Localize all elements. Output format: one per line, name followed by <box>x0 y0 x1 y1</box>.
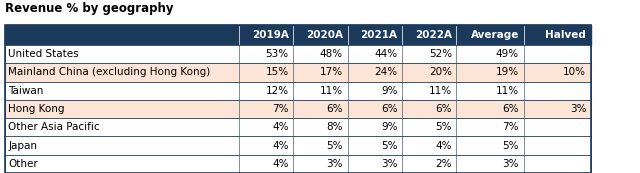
Bar <box>5 25 239 45</box>
Text: 11%: 11% <box>429 86 452 96</box>
Text: 4%: 4% <box>272 122 289 132</box>
Text: 9%: 9% <box>381 122 397 132</box>
Text: 2022A: 2022A <box>415 30 452 40</box>
Text: 20%: 20% <box>429 67 452 77</box>
Text: 19%: 19% <box>496 67 519 77</box>
Text: 4%: 4% <box>435 141 452 151</box>
Text: 49%: 49% <box>496 49 519 59</box>
Text: 11%: 11% <box>320 86 343 96</box>
Bar <box>5 136 591 155</box>
Text: 6%: 6% <box>326 104 343 114</box>
Text: 2020A: 2020A <box>306 30 343 40</box>
Bar <box>456 25 524 45</box>
Bar <box>5 155 591 173</box>
Bar <box>5 25 591 45</box>
Text: Hong Kong: Hong Kong <box>8 104 65 114</box>
Text: 24%: 24% <box>374 67 397 77</box>
Text: 3%: 3% <box>570 104 586 114</box>
Bar <box>5 136 591 155</box>
Text: 5%: 5% <box>435 122 452 132</box>
Text: Taiwan: Taiwan <box>8 86 44 96</box>
Bar <box>5 118 591 136</box>
Text: 2019A: 2019A <box>252 30 289 40</box>
Bar <box>239 25 293 45</box>
Text: 44%: 44% <box>374 49 397 59</box>
Text: 52%: 52% <box>429 49 452 59</box>
Text: 6%: 6% <box>381 104 397 114</box>
Text: 2%: 2% <box>435 159 452 169</box>
Bar <box>5 118 591 136</box>
Text: 3%: 3% <box>502 159 519 169</box>
Bar <box>524 25 591 45</box>
Text: 5%: 5% <box>326 141 343 151</box>
Text: 2021A: 2021A <box>360 30 397 40</box>
Bar <box>5 100 591 118</box>
Text: 5%: 5% <box>502 141 519 151</box>
Text: 9%: 9% <box>381 86 397 96</box>
Bar <box>5 63 591 81</box>
Bar <box>293 25 348 45</box>
Text: 5%: 5% <box>381 141 397 151</box>
Bar <box>5 25 591 173</box>
Bar <box>5 45 591 63</box>
Text: 48%: 48% <box>320 49 343 59</box>
Text: 15%: 15% <box>266 67 289 77</box>
Text: 6%: 6% <box>435 104 452 114</box>
Bar <box>5 63 591 81</box>
Text: 6%: 6% <box>502 104 519 114</box>
Text: 12%: 12% <box>266 86 289 96</box>
Text: 10%: 10% <box>563 67 586 77</box>
Bar <box>5 81 591 100</box>
Text: 7%: 7% <box>502 122 519 132</box>
Bar <box>5 45 591 63</box>
Text: Average: Average <box>470 30 519 40</box>
Bar <box>402 25 456 45</box>
Text: 11%: 11% <box>496 86 519 96</box>
Text: Revenue % by geography: Revenue % by geography <box>5 2 173 15</box>
Text: Other Asia Pacific: Other Asia Pacific <box>8 122 100 132</box>
Text: 8%: 8% <box>326 122 343 132</box>
Text: Japan: Japan <box>8 141 37 151</box>
Text: Mainland China (excluding Hong Kong): Mainland China (excluding Hong Kong) <box>8 67 211 77</box>
Text: 4%: 4% <box>272 159 289 169</box>
Text: 17%: 17% <box>320 67 343 77</box>
Text: 3%: 3% <box>326 159 343 169</box>
Text: 3%: 3% <box>381 159 397 169</box>
Text: United States: United States <box>8 49 79 59</box>
Bar <box>5 100 591 118</box>
Text: Halved: Halved <box>545 30 586 40</box>
Bar <box>5 81 591 100</box>
Text: 53%: 53% <box>266 49 289 59</box>
Text: Other: Other <box>8 159 38 169</box>
Text: 4%: 4% <box>272 141 289 151</box>
Bar <box>348 25 402 45</box>
Text: 7%: 7% <box>272 104 289 114</box>
Bar <box>5 155 591 173</box>
